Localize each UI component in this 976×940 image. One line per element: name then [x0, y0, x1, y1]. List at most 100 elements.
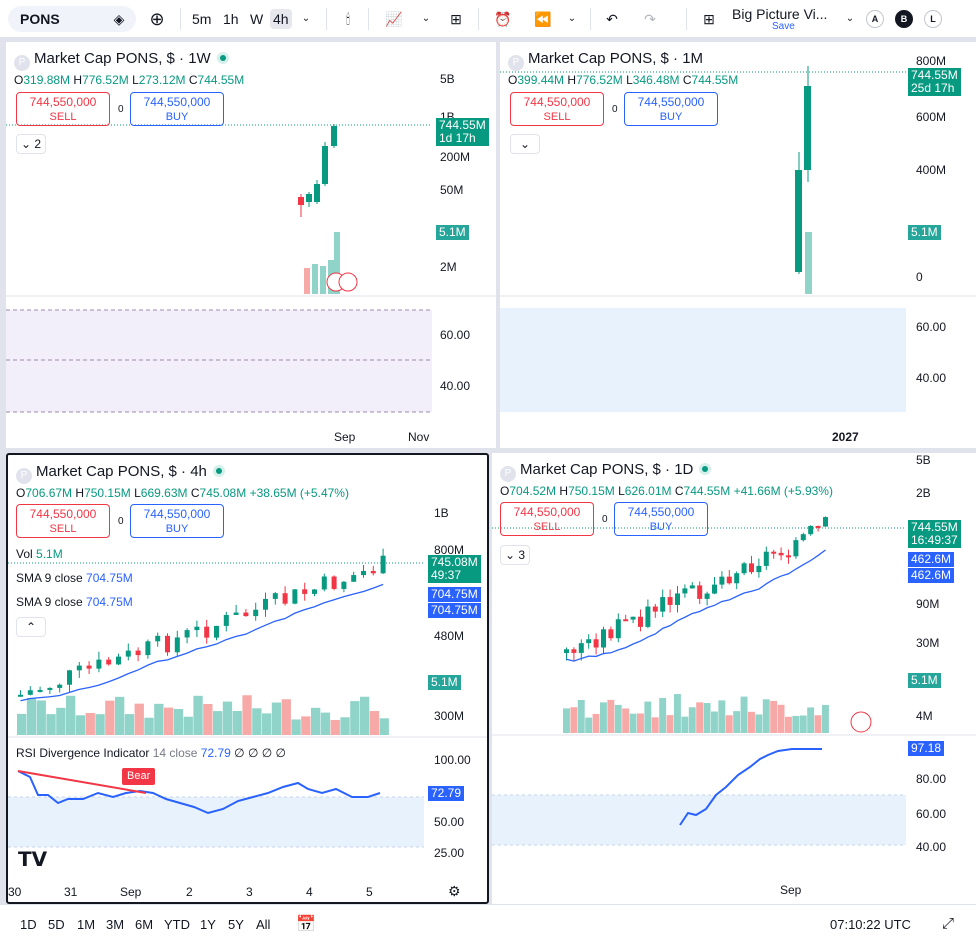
- tf-w[interactable]: W: [250, 11, 264, 27]
- sell-button[interactable]: 744,550,000 SELL: [510, 92, 604, 126]
- candle-body: [184, 630, 190, 638]
- range-1m[interactable]: 1M: [77, 917, 96, 932]
- ohlc-o: 706.67M: [25, 486, 73, 500]
- diamond-icon[interactable]: ◈: [113, 11, 125, 27]
- range-1d[interactable]: 1D: [20, 917, 37, 932]
- chevron-down-icon[interactable]: ⌄: [845, 13, 855, 24]
- y-tick: 600M: [916, 110, 947, 124]
- candle-body: [253, 609, 259, 617]
- range-5y[interactable]: 5Y: [228, 917, 244, 932]
- range-6m[interactable]: 6M: [135, 917, 154, 932]
- volume-tag: 5.1M: [908, 673, 941, 688]
- save-label[interactable]: Save: [772, 21, 795, 32]
- buy-button[interactable]: 744,550,000 BUY: [614, 502, 708, 536]
- chevron-up-icon: ⌃: [25, 620, 37, 634]
- tf-4h[interactable]: 4h: [270, 9, 292, 29]
- price-tag-countdown: 25d 17h: [911, 81, 955, 95]
- candle-body: [145, 641, 151, 656]
- buy-label: BUY: [659, 111, 683, 123]
- candle-body: [116, 656, 121, 665]
- add-symbol-icon[interactable]: ⊕: [149, 9, 165, 29]
- range-ytd[interactable]: YTD: [164, 917, 190, 932]
- chart-panel-1d[interactable]: P Market Cap PONS, $ · 1D O704.52M H750.1…: [492, 453, 976, 904]
- volume-bar: [585, 717, 593, 733]
- collapse-indicators-button[interactable]: ⌃: [16, 617, 46, 637]
- sell-button[interactable]: 744,550,000 SELL: [16, 92, 110, 126]
- symbol-search[interactable]: PONS: [8, 6, 136, 32]
- ohlc-h: 750.15M: [568, 484, 615, 498]
- chevron-down-icon: ⌄: [504, 548, 516, 562]
- settings-gear-icon[interactable]: ⚙: [448, 883, 461, 899]
- sell-label: SELL: [49, 111, 77, 123]
- volume-bars: [563, 694, 829, 733]
- x-tick: 3: [246, 885, 253, 899]
- indicators-icon[interactable]: 📈: [385, 11, 403, 27]
- undo-icon[interactable]: ↶: [606, 11, 618, 27]
- layouts-icon[interactable]: ⊞: [450, 11, 462, 27]
- btn-l[interactable]: L: [924, 10, 942, 28]
- sell-price: 744,550,000: [29, 95, 97, 109]
- replay-icon[interactable]: ⏪: [534, 11, 552, 27]
- range-all[interactable]: All: [256, 917, 271, 932]
- tf-5m[interactable]: 5m: [192, 11, 212, 27]
- volume-bar: [674, 694, 681, 733]
- y-tick: 200M: [440, 150, 471, 164]
- candle-body: [697, 585, 703, 599]
- vol-legend: Vol 5.1M: [16, 547, 63, 561]
- x-tick: Nov: [408, 430, 430, 444]
- alert-icon[interactable]: ⏰: [494, 11, 512, 27]
- layout-name[interactable]: Big Picture Vi...: [732, 6, 828, 22]
- sell-button[interactable]: 744,550,000 SELL: [16, 504, 110, 538]
- redo-icon[interactable]: ↷: [644, 11, 656, 27]
- volume-bar: [777, 704, 785, 733]
- price-tag-value: 745.08M: [431, 555, 478, 569]
- volume-bar: [95, 714, 105, 735]
- collapse-indicators-button[interactable]: ⌄: [510, 134, 540, 154]
- candle-body: [370, 570, 376, 574]
- fullscreen-icon[interactable]: ⤢: [942, 915, 955, 932]
- candle-body: [67, 670, 72, 685]
- tf-1h[interactable]: 1h: [223, 11, 239, 27]
- buy-button[interactable]: 744,550,000 BUY: [130, 504, 224, 538]
- candles-icon[interactable]: 🕯: [346, 11, 350, 27]
- ohlc-readout: O706.67M H750.15M L669.63M C745.08M +38.…: [16, 486, 349, 500]
- collapse-indicators-button[interactable]: ⌄ 3: [500, 545, 530, 565]
- tradingview-logo-icon: 𝗧𝗩: [18, 849, 48, 871]
- candle-body: [601, 629, 606, 648]
- chevron-down-icon[interactable]: ⌄: [567, 13, 577, 24]
- bear-label: Bear: [122, 768, 156, 785]
- grid-layout-icon[interactable]: ⊞: [703, 11, 715, 27]
- ohlc-o: 704.52M: [509, 484, 557, 498]
- spread-value: 0: [118, 104, 124, 115]
- candle-body: [282, 593, 288, 604]
- chevron-down-icon[interactable]: ⌄: [301, 13, 311, 24]
- btn-b[interactable]: B: [895, 10, 913, 28]
- x-tick: 5: [366, 885, 373, 899]
- sma-label: SMA 9 close: [16, 595, 83, 609]
- date-range-icon[interactable]: 📅: [296, 916, 316, 933]
- chart-panel-4h[interactable]: P Market Cap PONS, $ · 4h O706.67M H750.1…: [6, 453, 489, 904]
- x-tick: 4: [306, 885, 313, 899]
- candle-body: [793, 540, 799, 557]
- y-tick: 2B: [916, 486, 931, 500]
- chart-panel-1m[interactable]: P Market Cap PONS, $ · 1M O399.44M H776.5…: [500, 42, 976, 448]
- range-1y[interactable]: 1Y: [200, 917, 216, 932]
- rsi-tick: 40.00: [916, 840, 947, 854]
- chart-panel-1w[interactable]: P Market Cap PONS, $ · 1W O319.88M H776.5…: [6, 42, 496, 448]
- buy-button[interactable]: 744,550,000 BUY: [624, 92, 718, 126]
- range-5d[interactable]: 5D: [48, 917, 65, 932]
- buy-button[interactable]: 744,550,000 BUY: [130, 92, 224, 126]
- clock: 07:10:22 UTC: [830, 917, 911, 932]
- range-3m[interactable]: 3M: [106, 917, 125, 932]
- candle-body: [741, 563, 747, 574]
- candles: [18, 548, 386, 697]
- sell-button[interactable]: 744,550,000 SELL: [500, 502, 594, 536]
- volume-bar: [379, 718, 389, 735]
- ohlc-c: 745.08M: [199, 486, 247, 500]
- candle-body: [578, 643, 584, 653]
- collapse-indicators-button[interactable]: ⌄ 2: [16, 134, 46, 154]
- chevron-down-icon[interactable]: ⌄: [421, 13, 431, 24]
- sma-line: [566, 549, 826, 662]
- chart-1w-canvas: [6, 124, 496, 413]
- btn-a[interactable]: A: [866, 10, 884, 28]
